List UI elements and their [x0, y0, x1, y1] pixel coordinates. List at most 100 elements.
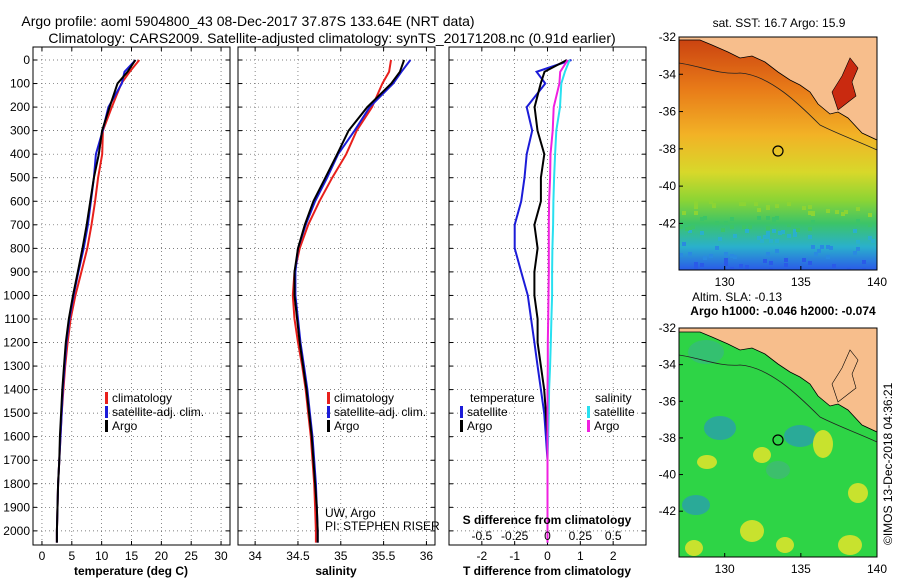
- sst-pixel: [688, 226, 692, 230]
- series-line-argo: [55, 59, 137, 543]
- sst-pixel: [688, 252, 692, 256]
- sla-land: [679, 328, 877, 433]
- y-tick-label: 1300: [3, 359, 30, 373]
- sst-pixel: [694, 211, 698, 215]
- sst-pixel: [724, 221, 728, 225]
- sst-pixel: [775, 239, 779, 243]
- sla-map-title: Altim. SLA: -0.13: [692, 290, 782, 304]
- sst-pixel: [730, 267, 734, 270]
- sst-pixel: [745, 265, 749, 269]
- sst-pixel: [730, 254, 734, 258]
- legend-title-salinity: salinity: [595, 391, 632, 405]
- y-tick-label: 1200: [3, 336, 30, 350]
- sla-shelf-contour: [679, 354, 877, 443]
- y-tick-label: 1100: [4, 312, 30, 326]
- legend-title-temperature: temperature: [470, 391, 535, 405]
- y-tick-label: 800: [10, 241, 30, 255]
- salinity-grid: [238, 47, 435, 545]
- legend-label-argo: Argo: [334, 419, 360, 433]
- sst-pixel: [724, 258, 728, 262]
- legend-swatch-temp-satellite: [460, 406, 463, 418]
- sla-argo-marker: [772, 434, 784, 446]
- sst-pixel: [709, 200, 713, 204]
- sst-pixel: [742, 225, 746, 229]
- sla-map-frame: [678, 327, 878, 558]
- sla-blob: [740, 520, 764, 542]
- sst-pixel: [808, 235, 812, 239]
- legend-swatch-satellite: [105, 406, 108, 418]
- temperature-panel: 0100200300400500600700800900100011001200…: [3, 46, 231, 578]
- x-tick-label: 36: [420, 549, 434, 563]
- sst-pixel: [742, 202, 746, 206]
- y-tick-label: 1900: [3, 500, 30, 514]
- x-tick-label: 1: [577, 549, 584, 563]
- sla-blob: [848, 483, 868, 503]
- figure-title-line2: Climatology: CARS2009. Satellite-adjuste…: [48, 30, 615, 46]
- sst-pixel: [853, 229, 857, 233]
- sst-pixel: [700, 231, 704, 235]
- map-y-tick-label: -32: [659, 30, 677, 44]
- sst-pixel: [775, 249, 779, 253]
- map-x-tick-label: 140: [867, 275, 887, 289]
- temperature-xlabel: temperature (deg C): [74, 564, 188, 578]
- x-tick-label: 35: [334, 549, 348, 563]
- sst-pixel: [820, 245, 824, 249]
- sst-pixel: [775, 216, 779, 220]
- annotation-uw-argo: UW, Argo: [325, 506, 376, 520]
- sst-pixel: [748, 225, 752, 229]
- sst-pixel: [703, 256, 707, 260]
- sst-pixel: [862, 260, 866, 264]
- difference-legend-temperature: temperature satellite Argo: [460, 391, 535, 433]
- sst-pixel: [700, 217, 704, 221]
- sst-pixel: [766, 235, 770, 239]
- sst-pixel: [685, 227, 689, 231]
- difference-ticks: -2 -1 0 1 2: [449, 47, 646, 563]
- y-tick-label: 1700: [3, 453, 30, 467]
- legend-swatch-sal-satellite: [587, 406, 590, 418]
- sst-pixel: [826, 245, 830, 249]
- map-y-tick-label: -38: [659, 142, 677, 156]
- sla-blob: [688, 340, 724, 364]
- sst-pixel: [811, 245, 815, 249]
- map-y-tick-label: -34: [659, 67, 677, 81]
- sst-pixel: [808, 261, 812, 265]
- sst-pixel: [715, 246, 719, 250]
- top-tick-label: -0.5: [471, 529, 492, 543]
- y-tick-label: 400: [10, 147, 30, 161]
- sst-pixel: [829, 246, 833, 250]
- salinity-plot-frame: [237, 46, 436, 546]
- sst-pixel: [733, 255, 737, 259]
- sst-pixel: [724, 262, 728, 266]
- legend-swatch-argo: [105, 420, 108, 432]
- sst-pixel: [826, 209, 830, 213]
- sla-blob: [766, 461, 790, 479]
- y-tick-label: 1600: [3, 430, 30, 444]
- map-y-tick-label: -36: [659, 394, 677, 408]
- sst-pixel: [787, 223, 791, 227]
- sst-land-warm-gulf: [831, 57, 859, 111]
- sst-pixel: [739, 264, 743, 268]
- sla-map-panel: Altim. SLA: -0.13 Argo h1000: -0.046 h20…: [659, 290, 888, 576]
- map-x-tick-label: 135: [791, 275, 811, 289]
- sst-pixel: [703, 216, 707, 220]
- y-tick-label: 1800: [3, 477, 30, 491]
- legend-label-temp-satellite: satellite: [467, 405, 508, 419]
- y-tick-label: 700: [10, 218, 30, 232]
- sst-pixel: [868, 223, 872, 227]
- sst-pixel: [694, 265, 698, 269]
- sst-pixel: [784, 263, 788, 267]
- x-tick-label: -2: [476, 549, 487, 563]
- legend-swatch-climatology: [105, 392, 108, 404]
- sst-pixel: [772, 218, 776, 222]
- y-tick-label: 600: [10, 194, 30, 208]
- difference-series: [513, 59, 572, 543]
- sst-pixel: [745, 229, 749, 233]
- sst-pixel: [808, 205, 812, 209]
- sst-pixel: [832, 264, 836, 268]
- sst-pixel: [793, 233, 797, 237]
- imos-watermark: ©IMOS 13-Dec-2018 04:36:21: [881, 382, 895, 545]
- sst-pixel: [715, 221, 719, 225]
- sst-pixel: [694, 201, 698, 205]
- sla-blob: [682, 495, 710, 515]
